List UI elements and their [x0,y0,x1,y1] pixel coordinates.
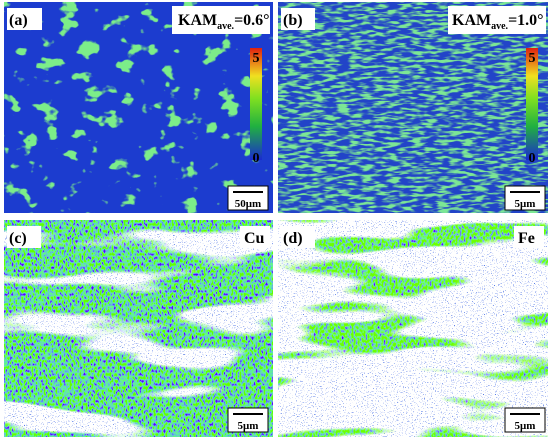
panel-b: (b) KAMave.=1.0° 5 0 5μm [278,2,548,213]
panel-label: (c) [9,230,27,247]
label-box [7,226,41,248]
element-label: Fe [518,230,535,247]
kam: KAM [452,12,491,29]
scale-box [227,407,269,433]
kam-map [4,2,273,213]
element-label: Cu [244,230,265,247]
kam-title: KAMave.=1.0° [452,12,544,32]
scale-box [504,407,546,433]
kam-sub: ave. [217,21,234,32]
kam-value: =0.6° [234,12,270,29]
title-box [172,6,270,34]
panel-label: (d) [283,230,303,247]
title-box [448,6,546,34]
bar-min: 0 [529,151,536,166]
kam-value: =1.0° [508,12,544,29]
kam: KAM [178,12,217,29]
panel-label: (b) [283,12,303,29]
panel-a: (a) KAMave.=0.6° 5 0 50μm [4,2,273,213]
scale-box [504,185,546,211]
label-box [281,226,315,248]
label-box [281,8,315,30]
scale-label: 50μm [235,198,261,210]
panel-c: (c) Cu 5μm [4,220,273,437]
scale-box [227,185,269,211]
element-box [240,226,270,248]
kam-title: KAMave.=0.6° [178,12,270,32]
scale-label: 5μm [238,420,259,432]
color-bar [250,48,262,160]
label-box [7,8,42,30]
kam-sub: ave. [491,21,508,32]
bar-max: 5 [253,51,260,66]
element-box [514,226,544,248]
scale-label: 5μm [515,198,536,210]
kam-map [278,2,548,213]
kam-map [278,220,548,437]
scale-label: 5μm [515,420,536,432]
color-bar [526,48,538,160]
bar-max: 5 [529,51,536,66]
bar-min: 0 [253,151,260,166]
kam-map [4,220,273,437]
panel-label: (a) [9,12,28,29]
panel-d: (d) Fe 5μm [278,220,548,437]
